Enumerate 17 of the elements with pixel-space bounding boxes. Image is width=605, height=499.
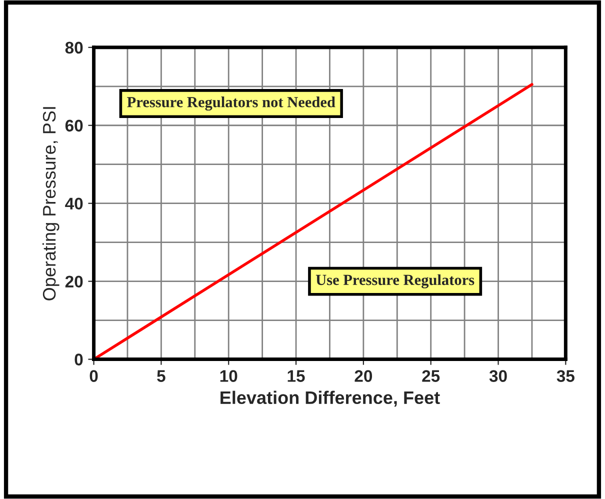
y-tick-label: 20: [65, 276, 83, 288]
x-tick-label: 15: [288, 370, 305, 382]
annotation: Pressure Regulators not Needed: [127, 96, 336, 111]
x-tick-label: 10: [220, 370, 238, 382]
x-tick-label: 5: [157, 370, 166, 382]
y-axis-title: Operating Pressure, PSI: [42, 107, 60, 300]
y-tick-label: 40: [65, 198, 83, 210]
y-tick-label: 80: [65, 42, 83, 54]
x-tick-label: 25: [422, 370, 440, 382]
y-tick-label: 0: [74, 354, 83, 366]
x-tick-label: 35: [556, 370, 574, 382]
y-tick-label: 60: [65, 120, 83, 132]
annotation: Use Pressure Regulators: [316, 274, 474, 288]
x-tick-label: 30: [489, 370, 507, 382]
x-tick-label: 0: [90, 370, 98, 382]
x-tick-label: 20: [354, 370, 372, 382]
x-axis-title: Elevation Difference, Feet: [220, 390, 440, 407]
